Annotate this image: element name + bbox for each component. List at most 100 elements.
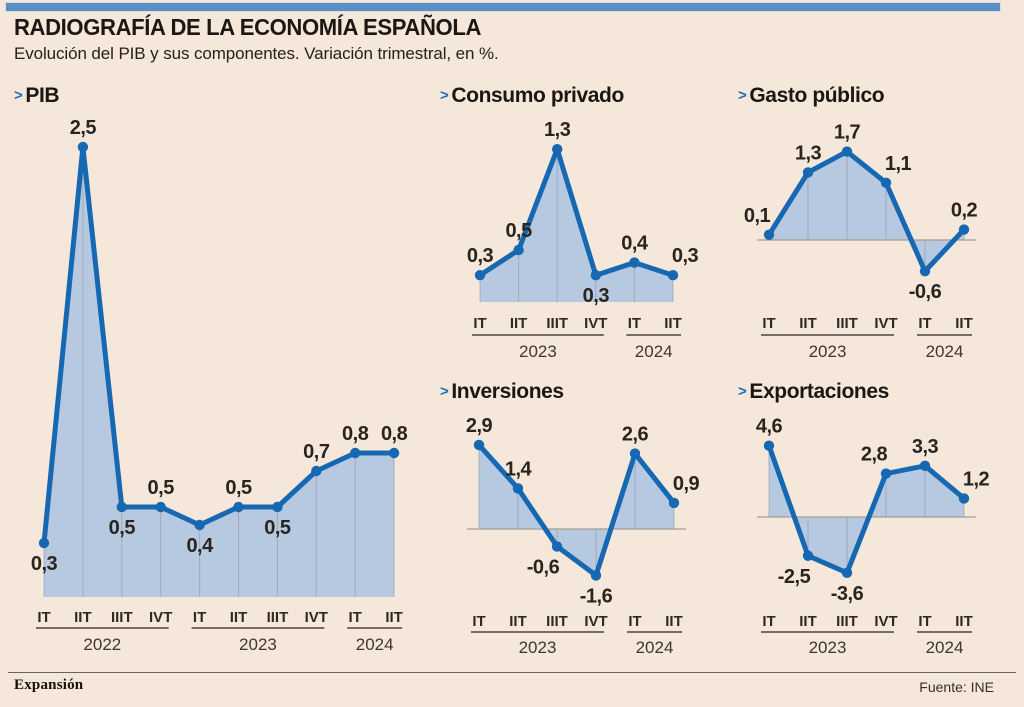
svg-text:2024: 2024 [926, 342, 964, 361]
series-line [766, 149, 967, 274]
svg-text:0,7: 0,7 [303, 441, 330, 463]
chart-section-pib: > PIB 0,3 2,5 0,5 0,5 0,4 0,5 0,5 0,7 0,8 0,8 IT IIT… [14, 84, 408, 654]
svg-text:2,6: 2,6 [622, 424, 649, 446]
svg-text:2,5: 2,5 [70, 117, 97, 139]
svg-text:IIT: IIT [510, 315, 527, 332]
area-fill [44, 147, 395, 597]
svg-text:0,2: 0,2 [951, 200, 978, 222]
svg-text:IT: IT [349, 609, 362, 626]
chevron-icon: > [440, 383, 449, 400]
svg-text:0,5: 0,5 [264, 517, 291, 539]
svg-text:IIT: IIT [799, 315, 817, 332]
page-subtitle: Evolución del PIB y sus componentes. Var… [14, 44, 499, 63]
value-labels: 0,3 0,5 1,3 0,3 0,4 0,3 [467, 119, 699, 307]
svg-text:IVT: IVT [149, 609, 172, 626]
chart-section-gasto: > Gasto público 0,1 1,3 1,7 1,1 -0,6 0,2 IT IIT I… [738, 84, 978, 361]
year-groups: 2023 2024 [472, 334, 681, 361]
area-fill [769, 445, 964, 573]
chart-title-consumo-label: Consumo privado [451, 84, 624, 107]
x-axis-ticks: IT IIT IIIT IVT IT IIT IIIT IVT IT IIT [37, 609, 403, 626]
svg-text:IIIT: IIIT [267, 609, 289, 626]
svg-text:IT: IT [628, 613, 641, 630]
svg-text:IIT: IIT [74, 609, 92, 626]
svg-text:IIIT: IIIT [111, 609, 133, 626]
svg-text:IT: IT [918, 315, 931, 332]
svg-text:0,5: 0,5 [225, 477, 252, 499]
svg-text:2022: 2022 [83, 635, 121, 654]
year-groups: 2023 2024 [471, 631, 682, 657]
svg-text:IVT: IVT [874, 315, 897, 332]
value-labels: 4,6 -2,5 -3,6 2,8 3,3 1,2 [756, 416, 990, 605]
chart-title-gasto-label: Gasto público [749, 84, 885, 107]
gasto-chart-plot: 0,1 1,3 1,7 1,1 -0,6 0,2 IT IIT IIIT IVT IT IIT 2023… [744, 122, 978, 361]
svg-text:0,3: 0,3 [467, 245, 494, 267]
pib-chart-plot: 0,32,50,50,50,40,50,50,70,8 0,8IT IIT IIIT I… [31, 117, 408, 654]
svg-text:IIT: IIT [664, 315, 682, 332]
svg-text:2024: 2024 [635, 342, 673, 361]
year-groups: 2023 2024 [761, 334, 972, 361]
svg-text:0,5: 0,5 [109, 517, 136, 539]
year-groups: 2022 2023 2024 [36, 627, 403, 654]
x-axis-ticks: IT IIT IIIT IVT IT IIT [762, 613, 972, 630]
point-markers [38, 141, 400, 549]
point-markers [763, 146, 970, 277]
chart-title-pib: > PIB [14, 84, 60, 108]
svg-text:2023: 2023 [519, 342, 557, 361]
svg-text:IVT: IVT [305, 609, 328, 626]
svg-text:0,9: 0,9 [673, 473, 700, 495]
svg-text:IIT: IIT [665, 613, 683, 630]
source-credit: Fuente: INE [919, 679, 994, 695]
svg-text:IT: IT [37, 609, 50, 626]
page-title: RADIOGRAFÍA DE LA ECONOMÍA ESPAÑOLA [14, 14, 482, 40]
chart-title-exportaciones: > Exportaciones [738, 380, 889, 404]
svg-text:IT: IT [472, 613, 485, 630]
series-line [476, 442, 677, 578]
chart-section-exportaciones: > Exportaciones 4,6 -2,5 -3,6 2,8 3,3 1,2 IT IIT… [738, 380, 990, 657]
footer-divider [8, 672, 1016, 673]
svg-text:IT: IT [762, 315, 775, 332]
svg-text:2024: 2024 [926, 638, 964, 657]
svg-text:0,3: 0,3 [31, 553, 58, 575]
area-fill [480, 149, 673, 302]
series-line [477, 146, 676, 278]
point-markers [763, 440, 970, 578]
point-gridlines [768, 151, 965, 272]
chevron-icon: > [738, 87, 747, 104]
svg-text:2023: 2023 [239, 635, 277, 654]
svg-text:0,3: 0,3 [672, 245, 699, 267]
value-labels: 0,1 1,3 1,7 1,1 -0,6 0,2 [744, 122, 978, 304]
svg-text:1,1: 1,1 [885, 153, 912, 175]
series-line [41, 144, 397, 546]
svg-text:IIT: IIT [955, 613, 973, 630]
svg-text:2023: 2023 [809, 638, 847, 657]
svg-text:IIT: IIT [230, 609, 248, 626]
value-labels: 2,9 1,4 -0,6 -1,6 2,6 0,9 [466, 415, 700, 608]
svg-text:1,3: 1,3 [795, 142, 822, 164]
exportaciones-chart-plot: 4,6-2,5-3,62,8 3,31,2IT IIT IIIT IVT IT IIT202… [756, 416, 990, 657]
svg-text:0,4: 0,4 [621, 233, 649, 255]
svg-text:IT: IT [473, 315, 486, 332]
chevron-icon: > [14, 87, 23, 104]
chevron-icon: > [440, 87, 449, 104]
svg-text:1,4: 1,4 [505, 458, 533, 480]
inversiones-chart-plot: 2,91,4-0,6-1,62,60,9IT IIT IIIT IVT IT IIT202… [466, 415, 700, 657]
svg-text:IIT: IIT [955, 315, 973, 332]
publication-logo: Expansión [14, 677, 84, 693]
svg-text:2,8: 2,8 [861, 444, 888, 466]
svg-text:2024: 2024 [356, 635, 394, 654]
svg-text:2023: 2023 [519, 638, 557, 657]
svg-text:2023: 2023 [809, 342, 847, 361]
svg-text:IT: IT [918, 613, 931, 630]
chevron-icon: > [738, 383, 747, 400]
chart-title-inversiones-label: Inversiones [451, 380, 564, 403]
svg-text:2024: 2024 [636, 638, 674, 657]
area-fill [769, 151, 964, 272]
svg-text:0,5: 0,5 [505, 220, 532, 242]
svg-text:0,3: 0,3 [583, 285, 610, 307]
svg-text:IIT: IIT [799, 613, 817, 630]
svg-text:IIIT: IIIT [546, 315, 568, 332]
svg-text:-0,6: -0,6 [909, 281, 942, 303]
svg-text:0,8: 0,8 [381, 423, 408, 445]
